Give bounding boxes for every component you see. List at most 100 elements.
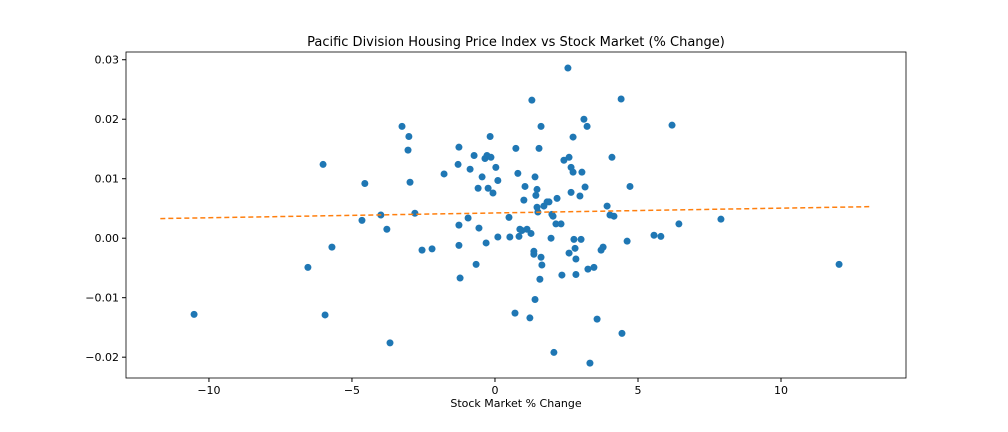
scatter-point — [492, 163, 500, 171]
scatter-point — [489, 189, 497, 197]
scatter-point — [505, 213, 513, 221]
x-tick-label: −10 — [197, 384, 220, 397]
y-tick-label: −0.02 — [85, 351, 119, 364]
x-tick-label: 5 — [634, 384, 641, 397]
scatter-point — [514, 169, 522, 177]
scatter-point — [560, 156, 568, 164]
scatter-point — [618, 329, 626, 337]
scatter-point — [576, 192, 584, 200]
scatter-point — [405, 132, 413, 140]
scatter-point — [717, 215, 725, 223]
scatter-point — [383, 225, 391, 233]
scatter-point — [537, 122, 545, 130]
scatter-point — [530, 250, 538, 258]
scatter-point — [472, 260, 480, 268]
scatter-point — [515, 232, 523, 240]
scatter-point — [657, 232, 665, 240]
scatter-point — [572, 255, 580, 263]
scatter-point — [511, 309, 519, 317]
scatter-point — [361, 179, 369, 187]
scatter-point — [572, 270, 580, 278]
x-tick-label: 0 — [491, 384, 498, 397]
scatter-point — [569, 168, 577, 176]
scatter-point — [545, 198, 553, 206]
scatter-point — [603, 202, 611, 210]
scatter-point — [599, 243, 607, 251]
scatter-point — [321, 311, 329, 319]
scatter-point — [475, 224, 483, 232]
scatter-point — [558, 271, 566, 279]
scatter-point — [506, 233, 514, 241]
scatter-point — [304, 263, 312, 271]
scatter-point — [581, 183, 589, 191]
scatter-point — [552, 220, 560, 228]
scatter-point — [536, 275, 544, 283]
scatter-point — [570, 235, 578, 243]
scatter-point — [668, 121, 676, 129]
scatter-point — [578, 168, 586, 176]
scatter-point — [494, 176, 502, 184]
scatter-point — [455, 241, 463, 249]
scatter-point — [584, 265, 592, 273]
scatter-point — [547, 234, 555, 242]
scatter-point — [464, 214, 472, 222]
y-tick-label: 0.01 — [95, 173, 120, 186]
scatter-point — [538, 261, 546, 269]
scatter-point — [608, 153, 616, 161]
scatter-point — [520, 196, 528, 204]
scatter-point — [474, 184, 482, 192]
y-tick-label: −0.01 — [85, 292, 119, 305]
scatter-point — [486, 132, 494, 140]
scatter-point — [428, 245, 436, 253]
scatter-point — [531, 173, 539, 181]
scatter-point — [565, 153, 573, 161]
scatter-point — [512, 144, 520, 152]
scatter-point — [583, 122, 591, 130]
scatter-point — [527, 229, 535, 237]
scatter-point — [593, 315, 601, 323]
scatter-point — [526, 314, 534, 322]
scatter-point — [440, 170, 448, 178]
scatter-point — [610, 212, 618, 220]
scatter-point — [571, 244, 579, 252]
scatter-point — [537, 253, 545, 261]
scatter-point — [623, 237, 631, 245]
scatter-point — [835, 260, 843, 268]
scatter-point — [190, 310, 198, 318]
x-tick-label: −5 — [344, 384, 360, 397]
scatter-point — [569, 133, 577, 141]
scatter-point — [650, 231, 658, 239]
scatter-point — [470, 152, 478, 160]
scatter-point — [358, 216, 366, 224]
scatter-point — [454, 160, 462, 168]
scatter-point — [565, 249, 573, 257]
scatter-point — [404, 146, 412, 154]
plot-frame — [125, 51, 907, 379]
scatter-point — [535, 144, 543, 152]
y-tick-label: 0.03 — [95, 54, 120, 67]
scatter-point — [549, 212, 557, 220]
x-axis-label: Stock Market % Change — [450, 397, 582, 410]
scatter-point — [590, 263, 598, 271]
scatter-point — [386, 339, 394, 347]
scatter-point — [550, 348, 558, 356]
scatter-point — [494, 233, 502, 241]
scatter-point — [398, 122, 406, 130]
scatter-point — [553, 194, 561, 202]
scatter-point — [484, 184, 492, 192]
scatter-point — [455, 143, 463, 151]
scatter-point — [528, 96, 536, 104]
y-tick-label: 0.00 — [95, 232, 120, 245]
scatter-point — [319, 160, 327, 168]
scatter-point — [406, 178, 414, 186]
scatter-point — [411, 209, 419, 217]
scatter-point — [466, 165, 474, 173]
y-tick-label: 0.02 — [95, 113, 120, 126]
scatter-point — [617, 95, 625, 103]
scatter-point — [328, 243, 336, 251]
scatter-point — [521, 182, 529, 190]
scatter-point — [577, 235, 585, 243]
scatter-point — [478, 173, 486, 181]
scatter-point — [557, 220, 565, 228]
